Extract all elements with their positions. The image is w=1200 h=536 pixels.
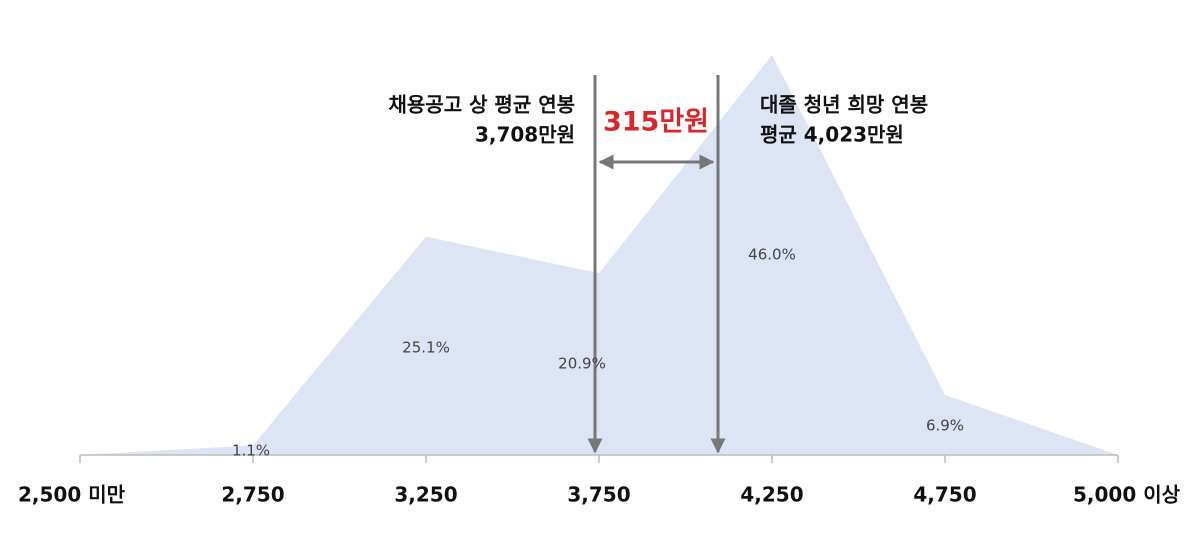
x-tick-label: 2,750 xyxy=(221,483,284,507)
x-tick-label: 4,750 xyxy=(913,483,976,507)
annotation: 대졸 청년 희망 연봉 xyxy=(760,93,928,117)
gap-label: 315만원 xyxy=(603,107,709,138)
x-tick-label: 2,500 미만 xyxy=(18,483,126,507)
annotation: 3,708만원 xyxy=(475,123,575,147)
x-tick-label: 4,250 xyxy=(740,483,803,507)
x-tick-label: 3,750 xyxy=(567,483,630,507)
value-label: 20.9% xyxy=(558,355,606,373)
x-tick-label: 5,000 이상 xyxy=(1073,483,1181,507)
area xyxy=(80,55,1118,455)
annotation: 채용공고 상 평균 연봉 xyxy=(389,93,576,117)
value-label: 6.9% xyxy=(926,417,964,435)
value-label: 46.0% xyxy=(748,246,796,264)
area-layer xyxy=(80,55,1118,455)
value-label: 25.1% xyxy=(402,339,450,357)
annotation: 평균 4,023만원 xyxy=(760,123,904,147)
x-tick-label: 3,250 xyxy=(394,483,457,507)
value-label: 1.1% xyxy=(232,442,270,460)
